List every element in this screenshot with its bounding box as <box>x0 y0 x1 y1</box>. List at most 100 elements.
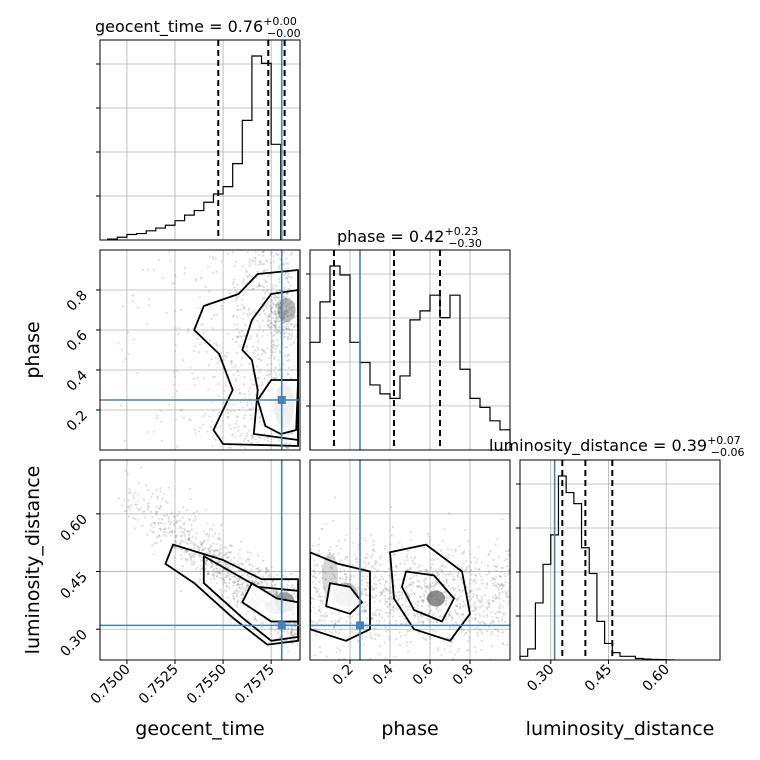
scatter-geocent-time-vs-phase-point-15 <box>249 414 252 417</box>
scatter-geocent-time-vs-luminosity-distance-point-682 <box>216 574 219 578</box>
scatter-phase-vs-luminosity-distance-contour-1 <box>401 570 455 623</box>
scatter-geocent-time-vs-phase-point-49 <box>245 271 248 274</box>
scatter-phase-vs-luminosity-distance-point-894 <box>417 616 420 619</box>
scatter-phase-vs-luminosity-distance-point-389 <box>379 600 382 603</box>
scatter-phase-vs-luminosity-distance-point-261 <box>472 609 475 613</box>
scatter-geocent-time-vs-luminosity-distance-point-198 <box>205 563 208 567</box>
scatter-phase-vs-luminosity-distance-point-423 <box>485 587 488 590</box>
scatter-geocent-time-vs-luminosity-distance-point-83 <box>265 568 268 571</box>
scatter-phase-vs-luminosity-distance-point-121 <box>482 621 485 625</box>
scatter-geocent-time-vs-luminosity-distance-point-457 <box>155 541 159 544</box>
scatter-geocent-time-vs-phase-point-206 <box>268 326 272 330</box>
scatter-phase-vs-luminosity-distance-point-1137 <box>429 637 432 641</box>
scatter-phase-vs-luminosity-distance-point-1122 <box>353 679 355 681</box>
scatter-phase-vs-luminosity-distance-point-905 <box>377 608 380 611</box>
scatter-geocent-time-vs-luminosity-distance-point-292 <box>274 592 277 595</box>
scatter-geocent-time-vs-luminosity-distance-point-11 <box>231 566 234 569</box>
scatter-phase-vs-luminosity-distance-point-1008 <box>427 587 430 590</box>
scatter-phase-vs-luminosity-distance-point-729 <box>456 650 459 653</box>
scatter-phase-vs-luminosity-distance-point-636 <box>464 528 467 532</box>
scatter-geocent-time-vs-luminosity-distance-point-349 <box>189 539 192 543</box>
scatter-phase-vs-luminosity-distance-point-9 <box>427 612 430 615</box>
scatter-phase-vs-luminosity-distance-point-1101 <box>425 591 428 594</box>
scatter-geocent-time-vs-luminosity-distance-point-891 <box>278 628 282 632</box>
scatter-geocent-time-vs-phase-point-639 <box>221 419 225 423</box>
scatter-geocent-time-vs-phase-point-536 <box>207 388 210 391</box>
scatter-geocent-time-vs-phase-point-328 <box>277 316 280 319</box>
scatter-phase-vs-luminosity-distance-point-369 <box>477 628 480 631</box>
scatter-phase-vs-luminosity-distance-points <box>310 460 510 681</box>
scatter-geocent-time-vs-luminosity-distance-point-420 <box>240 562 244 565</box>
scatter-phase-vs-luminosity-distance-point-348 <box>416 584 419 587</box>
scatter-geocent-time-vs-phase-point-668 <box>233 285 236 289</box>
scatter-geocent-time-vs-phase-point-395 <box>211 327 214 330</box>
scatter-geocent-time-vs-luminosity-distance-point-991 <box>169 512 173 515</box>
scatter-phase-vs-luminosity-distance-point-615 <box>389 603 392 607</box>
scatter-phase-vs-luminosity-distance-point-341 <box>471 595 474 598</box>
scatter-geocent-time-vs-luminosity-distance-point-295 <box>226 596 229 599</box>
scatter-geocent-time-vs-phase-point-166 <box>249 335 253 338</box>
scatter-phase-vs-luminosity-distance-point-985 <box>319 610 322 614</box>
scatter-geocent-time-vs-phase-point-643 <box>207 364 211 367</box>
scatter-phase-vs-luminosity-distance-point-715 <box>384 630 388 633</box>
scatter-geocent-time-vs-phase-point-253 <box>290 251 293 254</box>
scatter-geocent-time-vs-phase-point-74 <box>251 406 255 410</box>
scatter-geocent-time-vs-luminosity-distance-point-615 <box>274 583 277 586</box>
scatter-geocent-time-vs-luminosity-distance-point-342 <box>233 581 237 584</box>
scatter-geocent-time-vs-phase-point-168 <box>195 277 198 281</box>
scatter-phase-vs-luminosity-distance-point-564 <box>498 575 501 578</box>
scatter-phase-vs-luminosity-distance-point-136 <box>374 575 377 578</box>
scatter-geocent-time-vs-phase-point-187 <box>232 280 235 283</box>
scatter-phase-vs-luminosity-distance-point-1119 <box>384 611 387 615</box>
scatter-phase-vs-luminosity-distance-point-1001 <box>314 576 318 580</box>
scatter-phase-vs-luminosity-distance-point-1139 <box>487 553 490 557</box>
ytick-label-phase-2: 0.6 <box>64 327 91 354</box>
scatter-geocent-time-vs-phase-point-120 <box>258 416 261 419</box>
scatter-geocent-time-vs-phase-point-29 <box>271 301 275 304</box>
scatter-geocent-time-vs-luminosity-distance-point-461 <box>218 549 221 552</box>
scatter-geocent-time-vs-luminosity-distance-point-593 <box>220 555 223 559</box>
scatter-geocent-time-vs-luminosity-distance-point-1016 <box>289 634 292 637</box>
scatter-phase-vs-luminosity-distance-point-592 <box>448 614 451 617</box>
scatter-geocent-time-vs-luminosity-distance-point-72 <box>224 573 228 577</box>
scatter-geocent-time-vs-luminosity-distance-point-149 <box>171 529 174 532</box>
scatter-geocent-time-vs-phase-point-250 <box>262 262 266 266</box>
scatter-phase-vs-luminosity-distance-point-583 <box>387 567 391 570</box>
scatter-geocent-time-vs-phase-point-262 <box>173 273 176 276</box>
scatter-phase-vs-luminosity-distance-point-5 <box>406 640 409 644</box>
scatter-geocent-time-vs-luminosity-distance-point-715 <box>212 542 215 545</box>
scatter-phase-vs-luminosity-distance-point-418 <box>382 590 386 593</box>
scatter-phase-vs-luminosity-distance-point-827 <box>310 548 313 551</box>
scatter-geocent-time-vs-luminosity-distance-point-1086 <box>265 570 268 573</box>
scatter-geocent-time-vs-phase-point-648 <box>245 346 248 349</box>
scatter-phase-vs-luminosity-distance-point-439 <box>424 589 427 593</box>
scatter-geocent-time-vs-luminosity-distance-point-101 <box>127 505 130 509</box>
scatter-geocent-time-vs-luminosity-distance-point-557 <box>155 489 158 492</box>
scatter-phase-vs-luminosity-distance-point-1199 <box>453 578 456 582</box>
scatter-geocent-time-vs-phase-point-108 <box>236 309 240 312</box>
scatter-geocent-time-vs-phase-point-949 <box>285 292 288 295</box>
scatter-geocent-time-vs-phase-point-127 <box>258 284 261 287</box>
scatter-phase-vs-luminosity-distance-point-393 <box>373 600 376 603</box>
scatter-phase-vs-luminosity-distance-point-766 <box>406 549 410 552</box>
xlabel-geocent-time: geocent_time <box>135 718 264 740</box>
scatter-geocent-time-vs-phase-point-525 <box>197 430 201 433</box>
scatter-geocent-time-vs-luminosity-distance-point-503 <box>257 570 260 573</box>
scatter-phase-vs-luminosity-distance-point-1197 <box>453 653 457 656</box>
scatter-phase-vs-luminosity-distance-point-396 <box>500 566 503 569</box>
xtick-label-geocent-time-2: 0.7550 <box>184 662 230 708</box>
scatter-geocent-time-vs-luminosity-distance-point-20 <box>155 505 158 508</box>
scatter-geocent-time-vs-phase-point-71 <box>237 331 241 334</box>
scatter-geocent-time-vs-phase-point-671 <box>172 282 176 285</box>
scatter-phase-vs-luminosity-distance-point-227 <box>492 577 495 580</box>
scatter-geocent-time-vs-phase-point-51 <box>284 327 287 330</box>
scatter-geocent-time-vs-phase-point-321 <box>240 303 244 306</box>
scatter-geocent-time-vs-phase-point-663 <box>263 377 266 380</box>
scatter-phase-vs-luminosity-distance-point-696 <box>476 594 479 597</box>
scatter-geocent-time-vs-luminosity-distance-point-1022 <box>199 564 202 567</box>
scatter-geocent-time-vs-phase-point-1071 <box>277 302 280 305</box>
scatter-geocent-time-vs-phase-point-498 <box>288 275 291 279</box>
scatter-geocent-time-vs-luminosity-distance-point-628 <box>191 560 194 563</box>
scatter-geocent-time-vs-phase-point-570 <box>188 418 191 421</box>
scatter-geocent-time-vs-phase-point-121 <box>287 366 290 370</box>
